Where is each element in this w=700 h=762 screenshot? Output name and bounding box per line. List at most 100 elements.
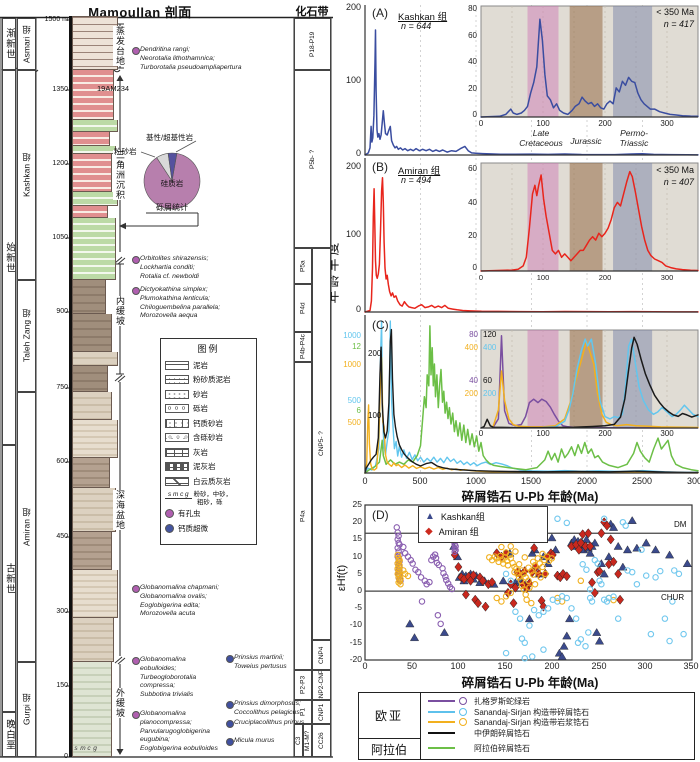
axis-tick-label: 100 [368,411,382,420]
legend-line-icon [428,747,455,750]
axis-tick-label: < 350 Ma [656,165,694,175]
depth-mark: 900 [56,308,68,315]
axis-tick-label: 5 [357,568,362,578]
axis-tick-label: 200 [368,349,382,358]
axis-tick-label: n = 417 [663,19,694,29]
axis-tick-label: 200 [598,429,612,438]
formation-cell: Amiran 组 [17,392,36,662]
fossil-note-icon [132,585,140,593]
source-group-arabia: 阿拉伯 [358,738,421,760]
axis-tick-label: Triassic [619,138,649,148]
axis-tick-label: CHUR [661,593,685,602]
fossil-note: Globanomalina eobulloides; Turbeogloborota… [140,656,197,699]
axis-tick-label: 20 [352,516,362,526]
axis-tick-label: 20 [468,231,477,240]
axis-tick-label: 200 [345,161,361,171]
lith-segment-brn2 [72,532,112,570]
axis-tick-label: 500 [347,396,361,405]
formation-cell: Taleh Zang 组 [17,280,36,392]
environment-label: 蒸发台地 [113,26,127,66]
hf-y-axis-label: εHf(t) [336,564,348,592]
fossil-note-icon [132,256,140,264]
scatter-legend-amiran: Amiran 组 [438,527,479,537]
scatter-legend: ▲ Kashkan组 ◆ Amiran 组 [418,506,548,543]
axis-tick-label: 60 [483,376,492,385]
fossil-note-icon [226,655,234,663]
axis-tick-label: 400 [483,343,497,352]
axis-tick-label: 12 [352,342,361,351]
source-item-label: 中伊朗碎屑锆石 [474,728,530,738]
pie-slice-label: 基性/超基性岩 [146,133,194,142]
fossil-dot-icon [165,509,174,519]
ls-pattern-icon [165,447,189,457]
era-cell-渐新世: 渐新世 [2,18,16,70]
axis-tick-label: 0 [357,585,362,595]
axis-tick-label: 2000 [576,476,598,486]
lith-segment-grn [72,192,118,206]
zone-cell: CNP2-CNP3 [312,670,331,700]
axis-tick-label: Jurassic [570,136,602,146]
axis-tick-label: 15 [352,533,362,543]
axis-tick-label: 60 [468,164,477,173]
formation-cell: Kashkan 组 [17,70,36,280]
zone-cell: P5b- ? [294,70,331,248]
depth-mark: 750 [56,384,68,391]
pie-slice-label: 硅质岩 [160,179,184,188]
environment-label: 外缓坡 [113,688,127,718]
lith-segment-tan [72,488,116,532]
fossil-dot-icon [165,523,174,533]
axis-tick-label: 10 [352,551,362,561]
axis-tick-label: 200 [598,273,612,282]
axis-tick-label: m [80,745,86,752]
legend-item-ls: 灰岩 [165,445,252,460]
panel-a-count: n = 644 [401,21,432,31]
source-group-eurasia: 欧亚 [358,692,421,739]
legend-fossil-symbol: 有孔虫 [165,507,252,522]
axis-tick-label: 300 [660,429,674,438]
axis-tick-label: 100 [536,119,550,128]
axis-tick-label: -20 [349,654,362,664]
axis-tick-label: -15 [349,637,362,647]
axis-tick-label: 300 [660,119,674,128]
axis-tick-label: 100 [536,429,550,438]
lithology-legend-title: 图例 [197,344,220,354]
axis-tick-label: 500 [347,418,361,427]
axis-tick-label: s [74,745,78,752]
lith-segment-brn2 [72,458,110,488]
axis-tick-label: Late [532,128,550,138]
axis-tick-label: 0 [362,661,368,671]
panel-c-tag: (C) [372,318,389,332]
axis-tick-label: 0 [355,148,361,158]
axis-tick-label: 100 [450,661,466,671]
lith-segment-mrl [72,662,112,757]
panel-b-tag: (B) [372,160,388,174]
axis-tick-label: 80 [469,330,478,339]
legend-line-icon [428,710,455,713]
axis-tick-label: 300 [660,273,674,282]
fossil-note-icon [132,287,140,295]
legend-line-icon [428,731,455,734]
environment-label: 内缓坡 [113,296,127,326]
lith-segment-tan [72,618,114,662]
axis-tick-label: 100 [345,229,361,239]
amiran-diamond-icon: ◆ [425,525,433,537]
scatter-legend-kashkan: Kashkan组 [440,512,485,522]
pie-slice-label: 粉砂岩 [114,147,137,156]
environment-label: 深海盆地 [113,490,127,530]
axis-tick-label: 250 [591,661,607,671]
fossil-note: Dictyokathina simplex; Plumokathina lenti… [140,286,221,320]
panel-a-tag: (A) [372,6,388,20]
axis-tick-label: 40 [469,376,478,385]
legend-item-marl: 泥灰岩 [165,460,252,475]
zone-cell: P4a [294,362,312,670]
legend-fossil-symbol: 钙质超微 [165,521,252,536]
fossil-note-icon [132,711,140,719]
axis-tick-label: 200 [464,389,478,398]
zone-cell: P18-P19 [294,18,331,70]
sample-label: 19AM234 [97,84,130,93]
hf-x-axis-label: 碎屑锆石 U-Pb 年龄(Ma) [461,676,599,690]
fossil-note: Orbitolites shirazensis; Lockhartia condi… [140,255,209,280]
panel-b-count: n = 494 [401,175,432,185]
